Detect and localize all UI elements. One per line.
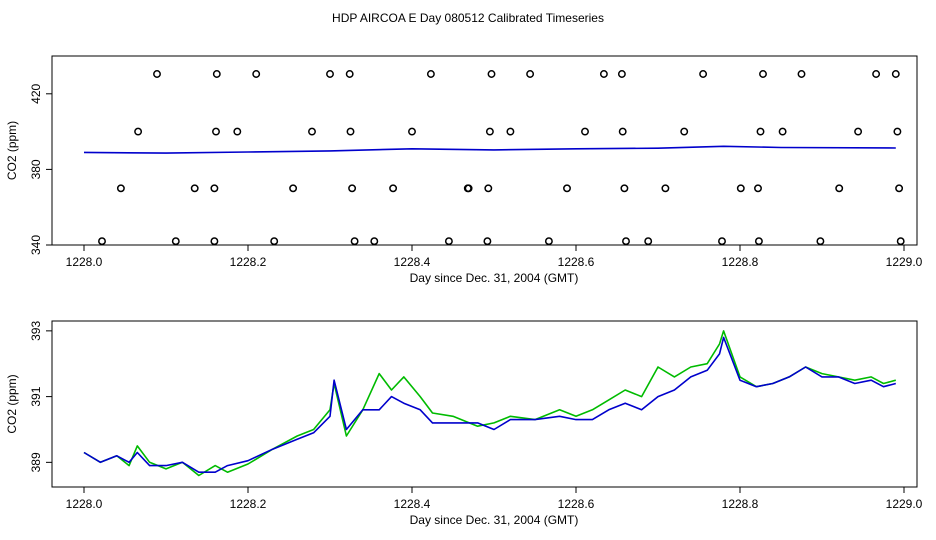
data-point: [487, 70, 496, 78]
data-point: [854, 127, 863, 136]
data-point: [348, 184, 357, 193]
data-point: [506, 127, 515, 136]
data-point: [891, 70, 900, 78]
data-point: [756, 127, 765, 136]
y-tick-label: 393: [29, 321, 43, 341]
data-point: [346, 127, 355, 136]
data-point: [116, 184, 125, 193]
data-point: [389, 184, 398, 193]
data-point: [326, 70, 334, 78]
x-tick-label: 1228.4: [394, 255, 431, 269]
data-point: [350, 237, 359, 246]
data-point: [483, 237, 492, 246]
data-point: [835, 184, 844, 193]
figure-title: HDP AIRCOA E Day 080512 Calibrated Times…: [332, 11, 604, 25]
x-axis-label: Day since Dec. 31, 2004 (GMT): [410, 513, 579, 527]
data-point: [153, 70, 161, 78]
x-tick-label: 1228.2: [230, 497, 267, 511]
series-line: [83, 145, 896, 154]
data-point: [212, 127, 220, 136]
series-line: [83, 330, 897, 477]
data-point: [754, 237, 763, 246]
data-point: [893, 127, 902, 136]
data-point: [718, 237, 726, 246]
data-point: [759, 70, 767, 78]
data-point: [210, 237, 219, 246]
data-point: [617, 70, 626, 78]
series-line: [83, 336, 897, 474]
data-point: [895, 184, 904, 193]
data-point: [816, 237, 825, 246]
data-point: [289, 184, 298, 193]
y-axis-label: CO2 (ppm): [5, 374, 19, 433]
x-tick-label: 1228.4: [394, 497, 431, 511]
y-axis-label: CO2 (ppm): [5, 121, 19, 180]
data-point: [464, 184, 473, 193]
data-point: [644, 237, 653, 246]
y-tick-label: 380: [29, 159, 43, 179]
data-point: [661, 184, 670, 193]
data-point: [270, 237, 279, 246]
x-tick-label: 1228.2: [230, 255, 267, 269]
data-point: [797, 70, 806, 78]
data-point: [252, 70, 261, 78]
data-point: [233, 127, 242, 136]
data-point: [620, 184, 629, 193]
data-point: [370, 237, 379, 246]
data-point: [308, 127, 316, 136]
data-point: [754, 184, 762, 193]
x-tick-label: 1229.0: [886, 255, 923, 269]
data-point: [98, 237, 106, 246]
data-point: [134, 127, 143, 136]
x-tick-label: 1228.8: [722, 255, 759, 269]
data-point: [872, 70, 881, 78]
x-tick-label: 1228.0: [66, 255, 103, 269]
x-axis-label: Day since Dec. 31, 2004 (GMT): [410, 271, 579, 285]
data-point: [210, 184, 219, 193]
x-tick-label: 1228.6: [558, 255, 595, 269]
data-point: [778, 127, 787, 136]
x-tick-label: 1228.8: [722, 497, 759, 511]
top-panel: 1228.0 1228.2 1228.4 1228.6 1228.8 1229.0 Day …: [5, 55, 923, 285]
x-tick-label: 1228.6: [558, 497, 595, 511]
data-point: [484, 184, 493, 193]
data-point: [544, 237, 553, 246]
data-point: [444, 237, 453, 246]
data-point: [426, 70, 435, 78]
data-point: [618, 127, 627, 136]
x-tick-label: 1229.0: [886, 497, 923, 511]
y-tick-label: 420: [29, 83, 43, 103]
bottom-panel: 1228.0 1228.2 1228.4 1228.6 1228.8 1229.0 Day …: [5, 320, 923, 527]
data-point: [408, 127, 416, 136]
data-point: [622, 237, 630, 246]
data-point: [485, 127, 494, 136]
data-point: [212, 70, 221, 78]
data-point: [563, 184, 571, 193]
y-tick-label: 389: [29, 452, 43, 472]
data-point: [171, 237, 180, 246]
data-point: [736, 184, 745, 193]
data-point: [190, 184, 199, 193]
data-point: [680, 127, 689, 136]
data-point: [526, 70, 535, 78]
data-point: [896, 237, 905, 246]
y-tick-label: 340: [29, 235, 43, 255]
data-point: [345, 70, 354, 78]
x-tick-label: 1228.0: [66, 497, 103, 511]
data-point: [581, 127, 589, 136]
y-tick-label: 391: [29, 386, 43, 406]
data-point: [699, 70, 708, 78]
data-point: [599, 70, 608, 78]
